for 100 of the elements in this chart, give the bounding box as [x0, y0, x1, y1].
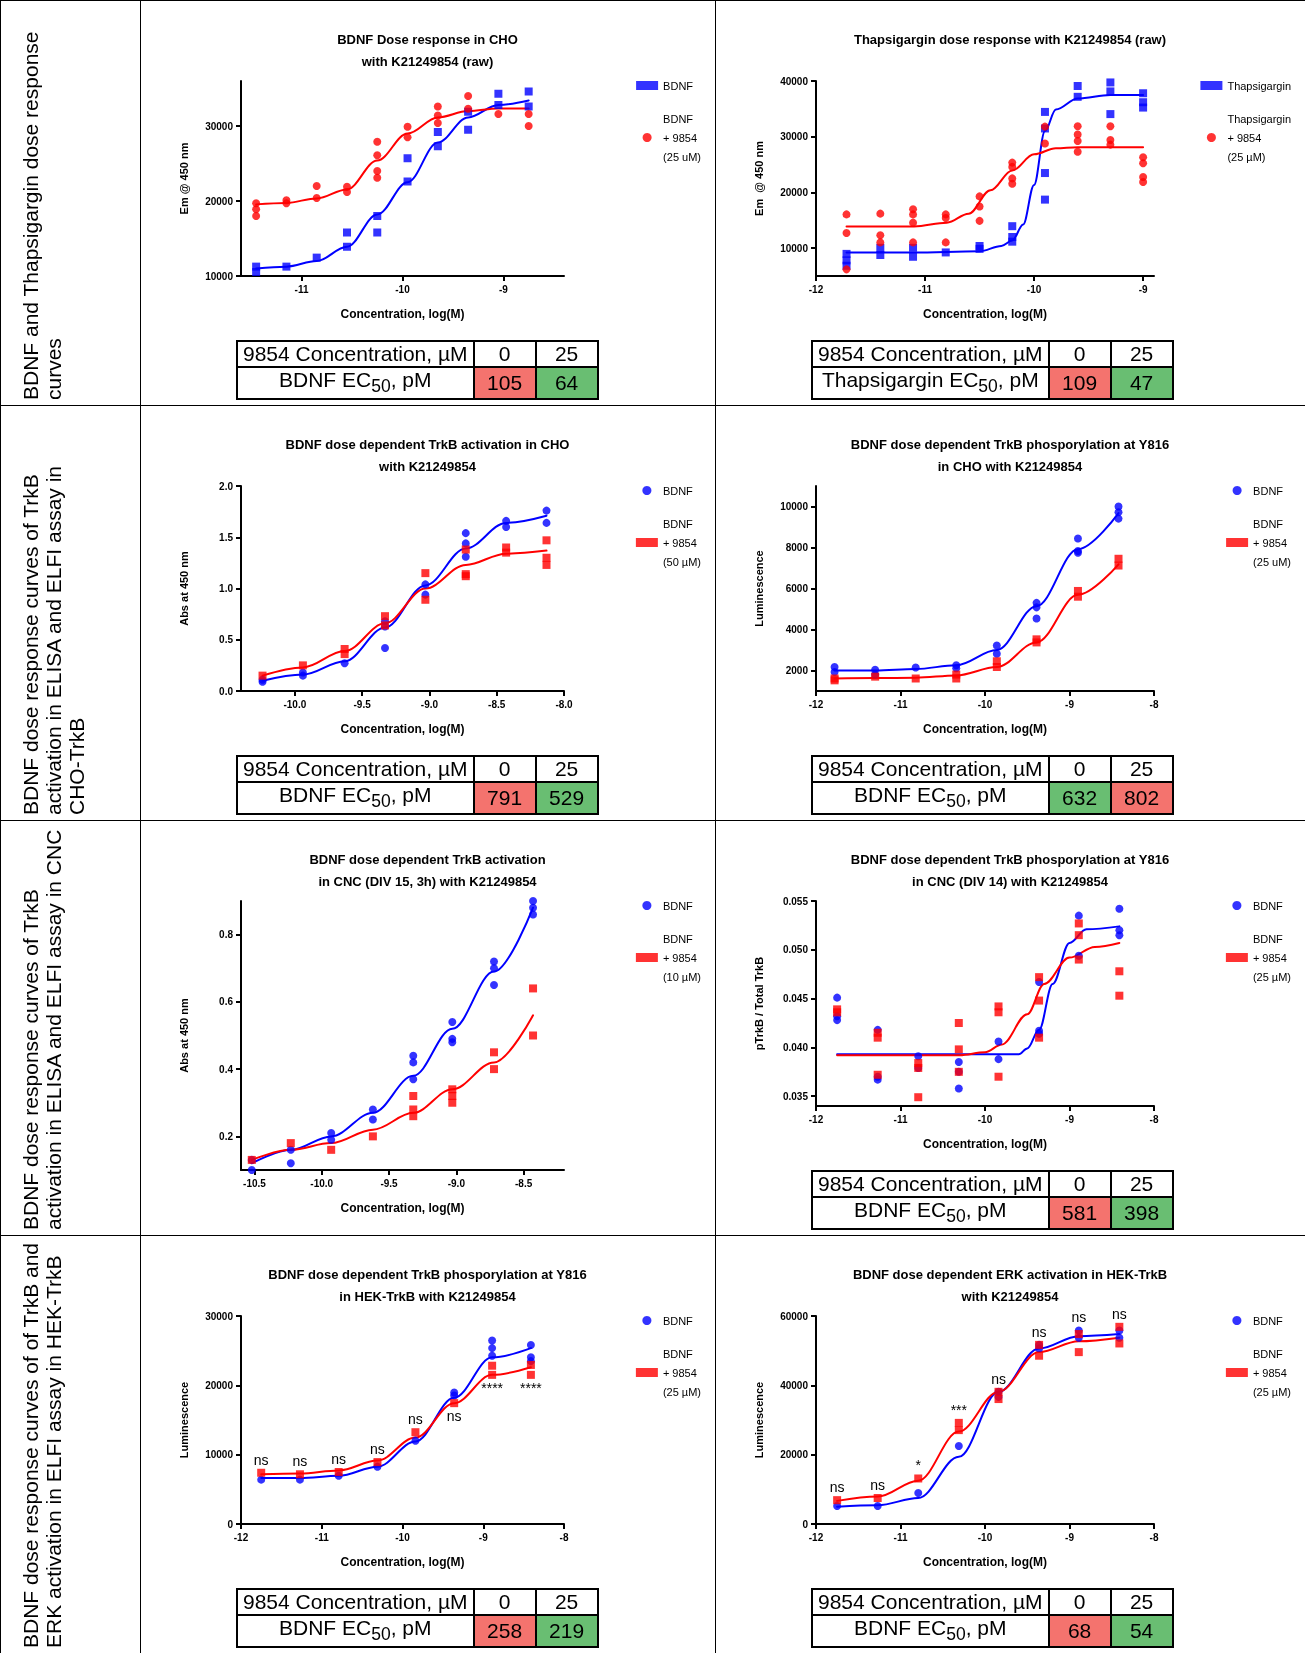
annotation: ns: [331, 1451, 347, 1467]
x-axis-title: Concentration, log(M): [923, 307, 1047, 321]
text: BDNF EC$_{50}$, pM: [812, 1197, 1049, 1230]
y-tick-label: 2000: [785, 665, 809, 676]
text: 0: [473, 756, 536, 782]
x-tick-label: -9: [498, 283, 509, 295]
x-tick-label: -8.5: [488, 698, 506, 710]
x-tick-label: -8.0: [555, 698, 574, 710]
x-tick-label: -12: [808, 1531, 824, 1543]
x-tick-label: -11: [918, 283, 933, 295]
legend-label: BDNF + 9854 (25 µM): [1252, 1347, 1292, 1398]
x-tick-label: -9: [478, 1531, 489, 1543]
x-tick-label: -10.0: [283, 698, 307, 710]
text: 0: [473, 1589, 536, 1615]
y-tick-label: 20000: [780, 186, 809, 198]
chart-title: BDNF dose dependent TrkB phosporylation at Y816 in CHO with K21249854: [850, 436, 1170, 474]
y-tick-label: 0.040: [782, 1041, 809, 1053]
x-tick-label: -8.5: [515, 1177, 533, 1189]
annotation: ***: [950, 1401, 968, 1418]
y-tick-label: 0.045: [782, 993, 809, 1005]
text: 9854 Concentration, µM: [237, 1589, 474, 1615]
legend-label: BDNF + 9854 (25 uM): [663, 112, 702, 163]
x-tick-label: -10: [395, 1531, 411, 1543]
text: 0: [473, 341, 536, 367]
text: 25: [1110, 1589, 1173, 1615]
y-tick-label: 0.2: [219, 1130, 234, 1142]
legend-label: BDNF: [1253, 484, 1284, 497]
text: 105: [473, 367, 536, 400]
legend-label: Thapsigargin + 9854 (25 µM): [1227, 112, 1291, 163]
chart-title: BDNF dose dependent TrkB activation in CHO with K21249854: [285, 436, 570, 474]
y-axis-title: Luminescence: [177, 1381, 190, 1459]
legend-label: BDNF: [662, 484, 694, 497]
x-tick-label: -8: [1149, 1531, 1159, 1543]
chart-title: BDNF dose dependent TrkB activation in CNC (DIV 15, 3h) with K21249854: [309, 851, 546, 889]
y-tick-label: 10000: [780, 242, 809, 254]
text: 25: [535, 756, 598, 782]
text: 25: [535, 1589, 598, 1615]
y-axis-title: Em @ 450 nm: [752, 140, 765, 216]
x-axis-title: Concentration, log(M): [923, 1555, 1047, 1569]
x-tick-label: -9: [1138, 283, 1148, 295]
annotation: ns: [991, 1370, 1006, 1387]
x-tick-label: -11: [893, 1531, 908, 1543]
y-tick-label: 20000: [780, 1449, 809, 1461]
y-tick-label: 8000: [785, 542, 809, 553]
y-tick-label: 0.4: [219, 1063, 234, 1075]
text: 802: [1110, 782, 1173, 815]
text: BDNF dose response curves of of TrkB and ERK activation in ELFI assay in HEK-TrkB: [19, 1242, 66, 1648]
x-tick-label: -9.0: [447, 1177, 466, 1189]
y-axis-title: Luminescence: [752, 1381, 765, 1459]
x-tick-label: -9.5: [353, 698, 372, 710]
text: 25: [1110, 756, 1173, 782]
annotation: ns: [253, 1451, 269, 1468]
text: 9854 Concentration, µM: [812, 1589, 1049, 1615]
y-tick-label: 1.5: [219, 531, 234, 543]
legend-label: BDNF: [1252, 899, 1284, 912]
x-tick-label: -9: [1065, 698, 1075, 710]
y-axis-title: Abs at 450 nm: [177, 550, 190, 626]
chart-title: BDNF dose dependent ERK activation in HEK-TrkB with K21249854: [852, 1266, 1168, 1304]
y-tick-label: 40000: [780, 1379, 809, 1391]
x-tick-label: -11: [893, 698, 908, 710]
text: 54: [1110, 1615, 1173, 1648]
text: 9854 Concentration, µM: [237, 341, 474, 367]
text: 68: [1048, 1615, 1111, 1648]
text: 9854 Concentration, µM: [812, 1171, 1049, 1197]
chart-title: BDNF dose dependent TrkB phosporylation at Y816 in CNC (DIV 14) with K21249854: [850, 851, 1170, 889]
x-tick-label: -10: [977, 1531, 993, 1543]
text: 25: [535, 341, 598, 367]
text: 219: [535, 1615, 598, 1648]
x-tick-label: -11: [893, 1113, 908, 1125]
y-tick-label: 2.0: [219, 480, 234, 492]
text: 258: [473, 1615, 536, 1648]
text: 25: [1110, 1171, 1173, 1197]
text: 9854 Concentration, µM: [812, 756, 1049, 782]
annotation: ns: [829, 1479, 845, 1496]
text: 0: [1048, 341, 1111, 367]
y-tick-label: 1.0: [219, 583, 234, 594]
y-tick-label: 0.0: [219, 685, 234, 697]
y-tick-label: 10000: [205, 270, 234, 282]
y-tick-label: 0.6: [219, 996, 234, 1008]
y-axis-title: Abs at 450 nm: [177, 997, 190, 1073]
x-tick-label: -9: [1065, 1531, 1075, 1543]
y-axis-title: Luminescence: [752, 550, 765, 627]
x-tick-label: -9.5: [380, 1177, 399, 1189]
annotation: ns: [1111, 1305, 1127, 1322]
legend-label: BDNF + 9854 (25 µM): [1252, 932, 1292, 983]
x-axis-title: Concentration, log(M): [340, 722, 465, 736]
legend-label: Thapsigargin: [1227, 79, 1291, 92]
annotation: ns: [292, 1453, 308, 1470]
x-axis-title: Concentration, log(M): [923, 722, 1047, 736]
legend-label: BDNF: [662, 1314, 694, 1327]
text: BDNF EC$_{50}$, pM: [237, 367, 474, 400]
x-tick-label: -10.5: [243, 1177, 267, 1189]
annotation: ns: [370, 1441, 385, 1458]
text: 0: [1048, 756, 1111, 782]
text: 25: [1110, 341, 1173, 367]
text: 398: [1110, 1197, 1173, 1230]
y-tick-label: 10000: [205, 1449, 234, 1461]
annotation: ns: [408, 1411, 423, 1428]
annotation: ****: [519, 1379, 543, 1396]
x-tick-label: -12: [808, 1113, 824, 1125]
